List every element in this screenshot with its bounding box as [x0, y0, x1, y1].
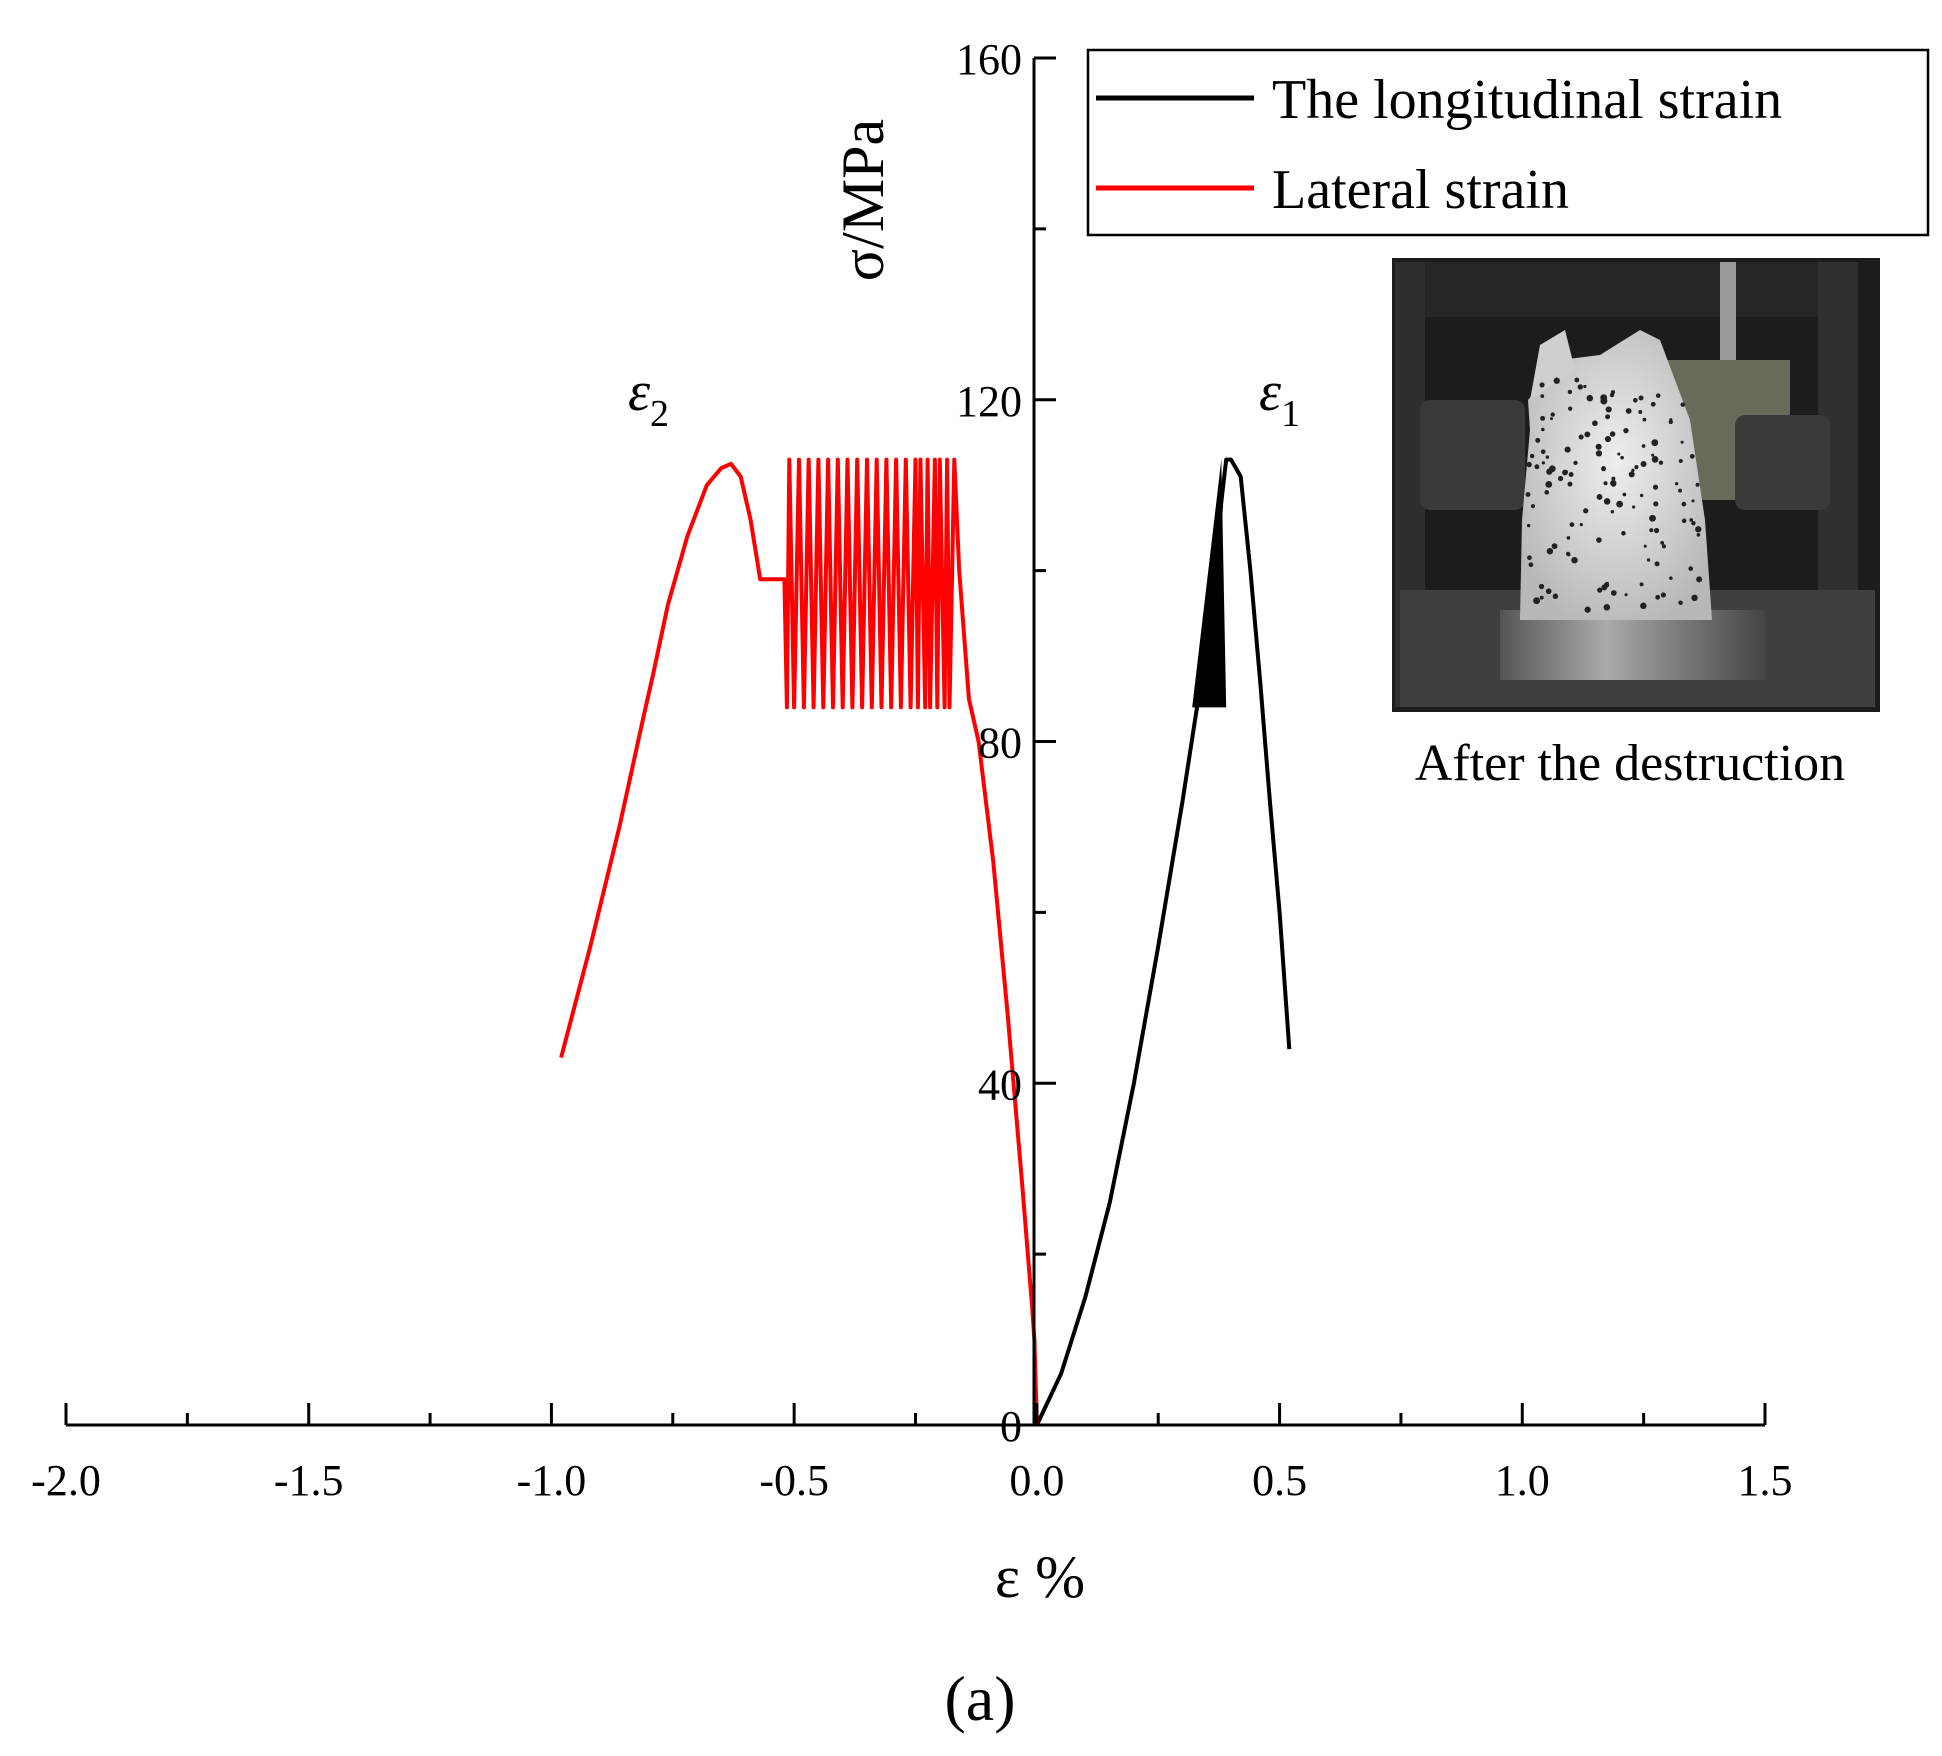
x-axis-title: ε %	[995, 1544, 1085, 1610]
x-tick-label: 0.5	[1252, 1456, 1307, 1505]
y-tick-label: 160	[956, 35, 1022, 84]
rig-top-bar	[1425, 262, 1818, 317]
x-tick-label: 1.0	[1495, 1456, 1550, 1505]
series-line-longitudinal	[1035, 457, 1292, 1426]
panel-label: (a)	[944, 1663, 1015, 1734]
plot-area	[559, 457, 1292, 1426]
legend-label-longitudinal: The longitudinal strain	[1272, 69, 1782, 131]
y-tick-label: 120	[956, 377, 1022, 426]
inset-photo	[1392, 258, 1880, 712]
lvdt-right	[1735, 415, 1830, 510]
series-line-lateral	[559, 457, 1039, 1426]
y-tick-label: 40	[978, 1060, 1022, 1109]
y-tick-label: 80	[978, 719, 1022, 768]
y-tick-label: 0	[1000, 1402, 1022, 1451]
ticks: -2.0 -1.5 -1.0 -0.5 0.0 0.5 1.0 1.5 0 40 80 120 160	[31, 35, 1792, 1505]
strain-annotation-2: ε2	[628, 361, 669, 435]
longitudinal-cycle-band	[1192, 459, 1227, 708]
legend: The longitudinal strain Lateral strain	[1086, 48, 1930, 237]
legend-label-lateral: Lateral strain	[1272, 159, 1569, 221]
x-tick-label: -0.5	[759, 1456, 829, 1505]
specimen-platen	[1500, 610, 1765, 680]
x-tick-label: -2.0	[31, 1456, 101, 1505]
x-tick-label: -1.5	[274, 1456, 344, 1505]
y-axis-title: σ/MPa	[830, 119, 896, 281]
lvdt-left	[1420, 400, 1525, 510]
legend-box	[1086, 48, 1930, 237]
rig-rod	[1720, 262, 1736, 372]
specimen-speckle	[1525, 377, 1703, 613]
x-tick-label: 1.5	[1738, 1456, 1793, 1505]
x-tick-label: -1.0	[517, 1456, 587, 1505]
strain-annotation-1: ε1	[1259, 361, 1300, 435]
inset-caption: After the destruction	[1415, 735, 1845, 792]
x-tick-label: 0.0	[1009, 1456, 1064, 1505]
annotations: ε1 ε2	[628, 361, 1300, 435]
